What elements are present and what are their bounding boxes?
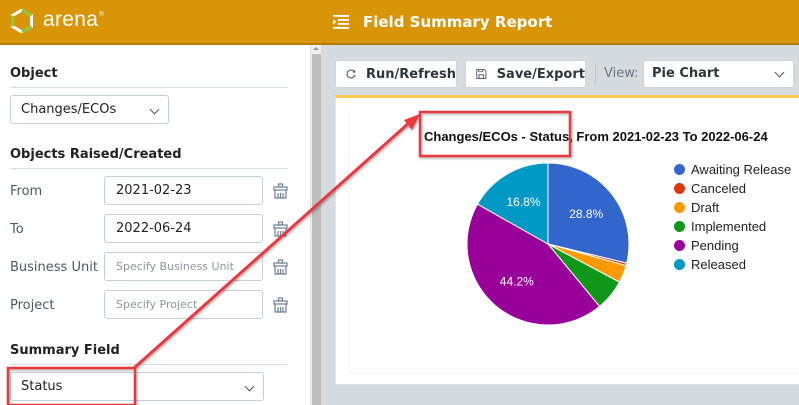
legend-color-dot-icon [674,221,685,232]
view-select-value: Pie Chart [652,66,720,81]
object-select[interactable]: Changes/ECOs [10,95,169,124]
save-icon [476,68,487,80]
objects-raised-heading: Objects Raised/Created [10,147,288,169]
pie-chart[interactable]: 28.8% 44.2% 16.8% [466,162,630,326]
page-title: Field Summary Report [363,13,553,31]
legend-color-dot-icon [674,164,685,175]
summary-field-select[interactable]: Status [10,372,264,401]
legend-label: Draft [691,200,720,215]
pie-slice-released[interactable] [476,162,549,245]
clear-project-icon[interactable] [273,297,288,313]
project-label: Project [10,298,55,313]
scroll-up-icon[interactable] [313,47,319,50]
legend-item[interactable]: Pending [674,236,791,255]
run-refresh-label: Run/Refresh [366,66,456,82]
legend-label: Pending [691,238,739,253]
save-export-label: Save/Export [496,66,585,82]
legend-color-dot-icon [674,183,685,194]
to-date-input[interactable]: 2022-06-24 [104,214,263,243]
legend-label: Released [691,257,746,272]
pie-slice-label: 44.2% [500,274,534,288]
arena-logo[interactable]: arena® [10,8,104,33]
toolbar-divider [595,64,596,84]
view-label: View: [604,66,639,81]
view-select[interactable]: Pie Chart [643,60,794,88]
summary-field-heading: Summary Field [10,343,288,365]
legend-color-dot-icon [674,202,685,213]
legend-color-dot-icon [674,240,685,251]
business-unit-label: Business Unit [10,260,98,275]
legend-label: Awaiting Release [691,162,792,177]
legend-label: Implemented [691,219,767,234]
clear-from-icon[interactable] [273,183,288,199]
from-label: From [10,184,43,199]
to-label: To [10,222,24,237]
chevron-down-icon [774,67,785,78]
summary-field-value: Status [21,379,63,394]
legend-item[interactable]: Awaiting Release [674,160,791,179]
clear-business-unit-icon[interactable] [273,259,288,275]
pie-slice-awaiting-release[interactable] [547,162,630,264]
legend-item[interactable]: Draft [674,198,791,217]
chevron-down-icon [244,381,255,392]
left-panel-scrollbar[interactable] [310,45,321,405]
top-bar: arena® Field Summary Report [0,0,799,45]
object-select-value: Changes/ECOs [21,102,117,117]
chevron-down-icon [149,104,160,115]
clear-to-icon[interactable] [273,221,288,237]
report-criteria-panel: Object Changes/ECOs Objects Raised/Creat… [0,45,310,405]
arena-logo-icon [10,9,33,33]
legend-item[interactable]: Released [674,255,791,274]
legend-item[interactable]: Canceled [674,179,791,198]
refresh-icon [346,69,356,79]
pie-slice-pending[interactable] [466,203,601,326]
legend-item[interactable]: Implemented [674,217,791,236]
pie-slice-label: 16.8% [507,195,541,209]
legend-color-dot-icon [674,259,685,270]
scroll-thumb[interactable] [312,54,321,405]
from-date-input[interactable]: 2021-02-23 [104,176,263,205]
chart-legend: Awaiting Release Canceled Draft Implemented… [674,160,791,274]
run-refresh-button[interactable]: Run/Refresh [335,60,457,88]
collapse-menu-icon[interactable] [333,15,349,29]
save-export-button[interactable]: Save/Export [465,60,586,88]
object-heading: Object [10,66,288,88]
business-unit-input[interactable]: Specify Business Unit [104,252,263,281]
pie-slice-label: 28.8% [569,207,603,221]
project-input[interactable]: Specify Project [104,290,263,319]
logo-text: arena® [43,8,104,31]
legend-label: Canceled [691,181,746,196]
chart-title: Changes/ECOs - Status, From 2021-02-23 T… [424,129,768,144]
